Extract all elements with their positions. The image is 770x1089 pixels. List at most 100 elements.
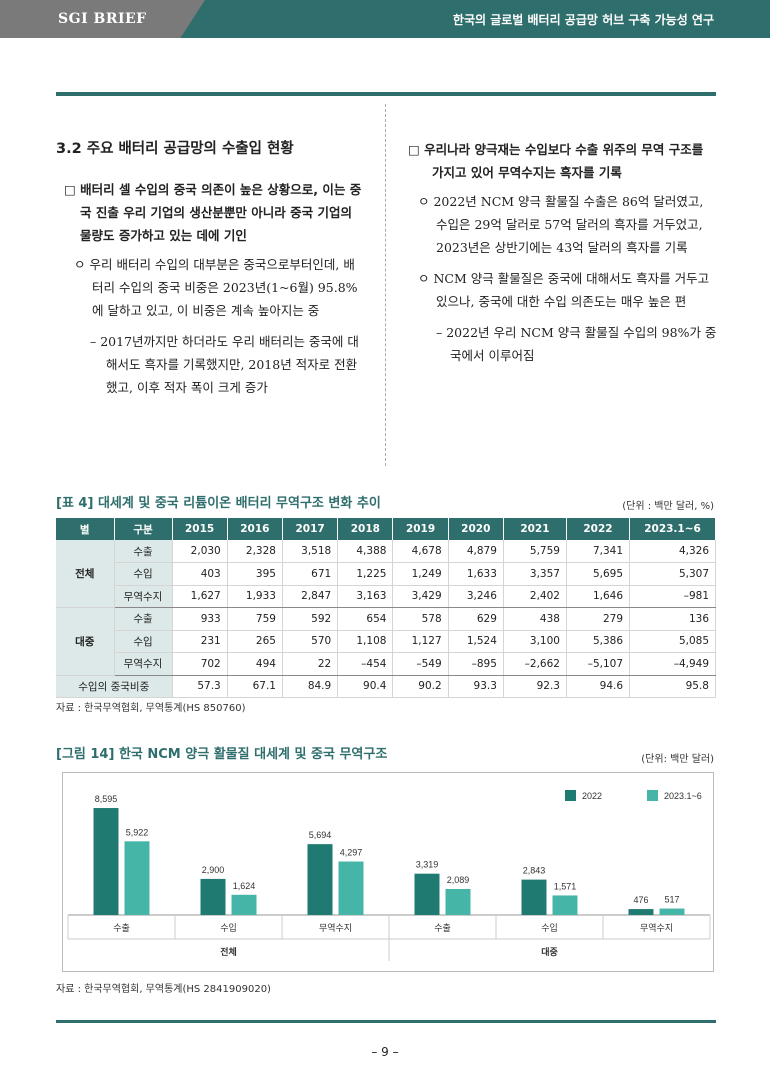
bar-value-label: 5,922	[126, 827, 149, 837]
table-row: 무역수지 1,627 1,933 2,847 3,163 3,429 3,246 2,402 1…	[56, 585, 716, 608]
trade-table: 별 구분 2015 2016 2017 2018 2019 2020 2021 2022 2023.…	[56, 518, 716, 698]
table-cell: 1,627	[172, 585, 228, 608]
table-cell: 94.6	[566, 675, 631, 698]
bar-2023.1~6	[552, 895, 578, 915]
chart-svg: 8,595 5,922 수출 2,900 1,624 수입 5,694 4,297 무역수지 3,…	[67, 790, 711, 961]
category-label: 무역수지	[640, 923, 673, 934]
bar-value-label: 476	[633, 895, 648, 905]
brand-block	[0, 0, 205, 38]
table-row-label: 무역수지	[114, 585, 173, 608]
table-cell: 279	[566, 607, 631, 631]
table-cell: 4,388	[337, 540, 394, 563]
table-cell: –895	[448, 652, 504, 676]
table-row-label: 수입	[114, 630, 173, 653]
table-row: 전체 수출 2,030 2,328 3,518 4,388 4,678 4,879 5,759 7…	[56, 540, 716, 608]
table-cell: 1,108	[337, 630, 394, 653]
left-bullet-2: ㅇ 우리 배터리 수입의 대부분은 중국으로부터인데, 배터리 수입의 중국 비…	[74, 257, 358, 318]
table-header-cell: 2015	[172, 518, 228, 540]
bar-value-label: 5,694	[309, 830, 332, 840]
table-cell: 1,646	[566, 585, 631, 608]
header-title: 한국의 글로벌 배터리 공급망 허브 구축 가능성 연구	[452, 13, 714, 27]
table-cell: 3,163	[337, 585, 394, 608]
table-cell: 1,524	[448, 630, 504, 653]
table-body: 전체 수출 2,030 2,328 3,518 4,388 4,678 4,879 5,759 7…	[56, 540, 716, 698]
bar-value-label: 2,843	[523, 866, 546, 876]
table-cell: –454	[337, 652, 394, 676]
bar-value-label: 2,089	[447, 875, 470, 885]
right-bullet-4: – 2022년 우리 NCM 양극 활물질 수입의 98%가 중국에서 이루어짐	[436, 325, 717, 363]
table-cell: 4,326	[629, 540, 716, 563]
bar-value-label: 4,297	[340, 848, 363, 858]
table-cell: 5,695	[566, 562, 631, 586]
table-header-cell: 구분	[114, 518, 173, 540]
table-cell: 438	[503, 607, 567, 631]
bar-2023.1~6	[659, 908, 685, 915]
section-title: 3.2 주요 배터리 공급망의 수출입 현황	[56, 141, 294, 157]
bar-2023.1~6	[124, 841, 150, 915]
table-cell: 136	[629, 607, 716, 631]
category-label: 수출	[434, 923, 451, 934]
table-cell: –4,949	[629, 652, 716, 676]
table-row: 수입 231 265 570 1,108 1,127 1,524 3,100 5,386 5,08…	[56, 630, 716, 653]
top-rule	[56, 92, 716, 96]
bar-value-label: 1,571	[554, 881, 577, 891]
bar-value-label: 3,319	[416, 860, 439, 870]
table-cell: –2,662	[503, 652, 567, 676]
category-label: 수입	[541, 922, 558, 934]
figure-source: 자료 : 한국무역협회, 무역통계(HS 2841909020)	[56, 984, 271, 995]
right-bullet-2: ㅇ 2022년 NCM 양극 활물질 수출은 86억 달러였고, 수입은 29억…	[418, 194, 704, 255]
table-header-cell: 별	[56, 518, 115, 540]
bar-value-label: 517	[664, 895, 679, 905]
table-cell: 654	[337, 607, 394, 631]
table-cell: 95.8	[629, 675, 716, 698]
table-cell: 2,030	[172, 540, 228, 563]
legend-swatch	[565, 790, 576, 801]
table-cell: 90.2	[392, 675, 449, 698]
table-cell: 2,402	[503, 585, 567, 608]
bar-2022	[628, 909, 654, 915]
table-header-cell: 2020	[448, 518, 504, 540]
table-group-cell: 전체	[56, 540, 115, 608]
table-cell: –981	[629, 585, 716, 608]
table-cell: –549	[392, 652, 449, 676]
table-cell: 1,933	[227, 585, 283, 608]
right-bullet-1: □ 우리나라 양극재는 수입보다 수출 위주의 무역 구조를 가지고 있어 무역…	[408, 142, 704, 180]
table-row-label: 수입	[114, 562, 173, 586]
table-header-cell: 2023.1~6	[629, 518, 716, 540]
table-cell: 3,429	[392, 585, 449, 608]
table-cell: 5,759	[503, 540, 567, 563]
table-row-label: 수출	[114, 607, 173, 631]
table-cell: 570	[282, 630, 339, 653]
legend-label: 2022	[582, 791, 602, 801]
category-label: 수입	[220, 922, 237, 934]
table-group-cell: 대중	[56, 607, 115, 676]
bar-2022	[521, 879, 547, 915]
table-cell: 67.1	[227, 675, 283, 698]
figure-unit: (단위: 백만 달러)	[641, 754, 714, 765]
table-cell: 231	[172, 630, 228, 653]
left-column: 3.2 주요 배터리 공급망의 수출입 현황 □ 배터리 셀 수입의 중국 의존…	[56, 138, 366, 405]
left-bullet-1: □ 배터리 셀 수입의 중국 의존이 높은 상황으로, 이는 중국 진출 우리 …	[64, 182, 362, 243]
figure-caption: [그림 14] 한국 NCM 양극 활물질 대세계 및 중국 무역구조	[56, 747, 388, 762]
table-cell: 395	[227, 562, 283, 586]
table-cell: 2,847	[282, 585, 339, 608]
table-cell: –5,107	[566, 652, 631, 676]
table-footer-label: 수입의 중국비중	[56, 675, 173, 698]
table-cell: 3,518	[282, 540, 339, 563]
bar-2022	[93, 808, 119, 915]
table-cell: 5,085	[629, 630, 716, 653]
bar-value-label: 2,900	[202, 865, 225, 875]
table-row: 무역수지 702 494 22 –454 –549 –895 –2,662 –5,107 –4,9…	[56, 652, 716, 676]
table-header-cell: 2018	[337, 518, 394, 540]
left-bullet-3: – 2017년까지만 하더라도 우리 배터리는 중국에 대해서도 흑자를 기록했…	[90, 334, 359, 395]
table-header-cell: 2017	[282, 518, 339, 540]
table-header-cell: 2022	[566, 518, 631, 540]
bar-value-label: 8,595	[95, 794, 118, 804]
category-label: 무역수지	[319, 923, 352, 934]
table-cell: 671	[282, 562, 339, 586]
table-cell: 759	[227, 607, 283, 631]
table-cell: 4,879	[448, 540, 504, 563]
table-cell: 3,100	[503, 630, 567, 653]
table-cell: 1,633	[448, 562, 504, 586]
brand-label: SGI BRIEF	[58, 11, 147, 27]
